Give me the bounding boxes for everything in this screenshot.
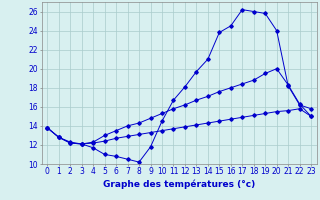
X-axis label: Graphe des températures (°c): Graphe des températures (°c) (103, 179, 255, 189)
